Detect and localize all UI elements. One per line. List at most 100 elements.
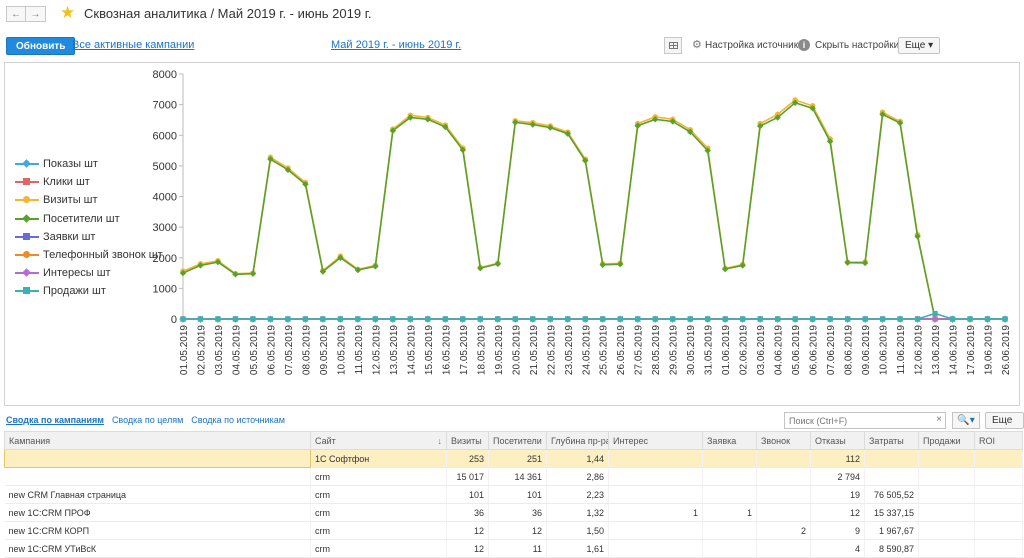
info-icon[interactable]: i	[798, 39, 810, 51]
table-cell: 1С Софтфон	[310, 449, 447, 468]
col-header-site[interactable]: Сайт ↓	[310, 431, 447, 450]
table-row[interactable]: new 1С:CRM КОРП crm 12 12 1,50 2 9 1 967,67	[4, 521, 1023, 540]
table-cell: 1 967,67	[864, 521, 919, 540]
legend-item[interactable]: Продажи шт	[15, 282, 163, 300]
col-header-call[interactable]: Звонок	[756, 431, 811, 450]
table-cell	[702, 485, 757, 504]
x-tick-label: 24.05.2019	[581, 325, 592, 375]
table-cell: 15 337,15	[864, 503, 919, 522]
col-header-visits[interactable]: Визиты	[446, 431, 489, 450]
data-point	[477, 316, 483, 322]
table-cell: 12	[446, 539, 489, 558]
col-header-costs[interactable]: Затраты	[864, 431, 919, 450]
data-point	[791, 99, 799, 106]
tab-goals-summary[interactable]: Сводка по целям	[111, 415, 184, 425]
y-tick-label: 0	[171, 314, 177, 326]
sources-settings-button[interactable]: Настройка источников	[705, 40, 810, 51]
legend-item[interactable]: Интересы шт	[15, 264, 163, 282]
table-row[interactable]: new CRM Главная страница crm 101 101 2,23 19 7…	[4, 485, 1023, 504]
legend-item[interactable]: Клики шт	[15, 173, 163, 191]
chart-panel: Показы шт Клики шт Визиты шт Посетители шт З…	[4, 62, 1020, 406]
table-row[interactable]: 1С Софтфон 253 251 1,44 112	[4, 449, 1023, 468]
table-cell	[918, 521, 975, 540]
data-point	[529, 121, 536, 128]
chart-legend: Показы шт Клики шт Визиты шт Посетители шт З…	[15, 155, 163, 301]
tab-sources-summary[interactable]: Сводка по источникам	[191, 415, 285, 425]
legend-item[interactable]: Заявки шт	[15, 228, 163, 246]
arrow-right-icon: →	[30, 8, 41, 20]
table-row[interactable]: new 1С:CRM УТиВсК crm 12 11 1,61 4 8 590,87	[4, 539, 1023, 558]
col-header-bounces[interactable]: Отказы	[810, 431, 865, 450]
col-header-roi[interactable]: ROI	[974, 431, 1023, 450]
search-button[interactable]: 🔍▾	[952, 412, 980, 429]
table-row[interactable]: crm 15 017 14 361 2,86 2 794	[4, 467, 1023, 486]
legend-item[interactable]: Телефонный звонок шт	[15, 246, 163, 264]
data-point	[600, 316, 606, 322]
data-point	[669, 118, 676, 125]
x-tick-label: 23.05.2019	[564, 325, 575, 375]
x-tick-label: 12.06.2019	[914, 325, 925, 375]
data-point	[354, 266, 362, 274]
y-tick-label: 3000	[153, 222, 177, 234]
col-header-visitors[interactable]: Посетители	[488, 431, 547, 450]
col-header-request[interactable]: Заявка	[702, 431, 757, 450]
more-button[interactable]: Еще ▾	[898, 37, 941, 54]
table-cell	[974, 539, 1023, 558]
nav-buttons: ← →	[6, 6, 46, 22]
col-header-interest[interactable]: Интерес	[608, 431, 703, 450]
y-tick-label: 6000	[153, 130, 177, 142]
data-point	[232, 271, 239, 278]
y-tick-label: 2000	[153, 253, 177, 265]
table-cell: 253	[446, 449, 489, 468]
back-button[interactable]: ←	[6, 6, 26, 22]
all-campaigns-link[interactable]: Все активные кампании	[72, 39, 195, 51]
table-cell: 1	[608, 503, 703, 522]
data-point	[617, 316, 623, 322]
table-cell	[864, 449, 919, 468]
search-input[interactable]	[785, 413, 931, 428]
x-tick-label: 19.05.2019	[494, 325, 505, 375]
legend-item[interactable]: Показы шт	[15, 155, 163, 173]
table-cell: 2 794	[810, 467, 865, 486]
table-cell: 19	[810, 485, 865, 504]
data-point	[722, 316, 728, 322]
hide-settings-button[interactable]: Скрыть настройки	[815, 40, 900, 51]
data-point	[687, 316, 693, 322]
tab-campaigns-summary[interactable]: Сводка по кампаниям	[6, 415, 104, 425]
period-link[interactable]: Май 2019 г. - июнь 2019 г.	[331, 39, 462, 51]
refresh-button[interactable]: Обновить	[6, 37, 76, 55]
y-tick-label: 4000	[153, 192, 177, 204]
clear-icon[interactable]: ×	[936, 414, 942, 425]
data-point	[757, 316, 763, 322]
col-header-campaign[interactable]: Кампания	[4, 431, 311, 450]
data-point	[495, 316, 501, 322]
table-cell: new 1С:CRM УТиВсК	[4, 539, 311, 558]
table-cell	[918, 449, 975, 468]
data-point	[250, 316, 256, 322]
table-cell: 36	[488, 503, 547, 522]
data-point	[652, 316, 658, 322]
legend-item[interactable]: Посетители шт	[15, 210, 163, 228]
favorite-star-icon[interactable]: ★	[60, 3, 76, 22]
data-point	[861, 259, 869, 267]
data-point	[932, 310, 938, 317]
data-point	[827, 316, 833, 322]
data-point	[530, 316, 536, 322]
table-row[interactable]: new 1С:CRM ПРОФ crm 36 36 1,32 1 1 12 15 337,15	[4, 503, 1023, 522]
table-cell	[756, 467, 811, 486]
y-tick-label: 1000	[153, 283, 177, 295]
col-header-sales[interactable]: Продажи	[918, 431, 975, 450]
data-point	[704, 147, 711, 154]
table-cell: 101	[446, 485, 489, 504]
x-tick-label: 31.05.2019	[704, 325, 715, 375]
data-point	[180, 316, 186, 322]
gear-icon[interactable]: ⚙	[692, 39, 702, 51]
data-point	[879, 111, 886, 118]
table-cell: new 1С:CRM КОРП	[4, 521, 311, 540]
table-more-button[interactable]: Еще ▾	[985, 412, 1024, 441]
col-header-depth[interactable]: Глубина пр-ра	[546, 431, 609, 450]
x-tick-label: 22.05.2019	[546, 325, 557, 375]
table-view-button[interactable]	[664, 37, 682, 54]
legend-item[interactable]: Визиты шт	[15, 191, 163, 209]
forward-button[interactable]: →	[26, 6, 46, 22]
